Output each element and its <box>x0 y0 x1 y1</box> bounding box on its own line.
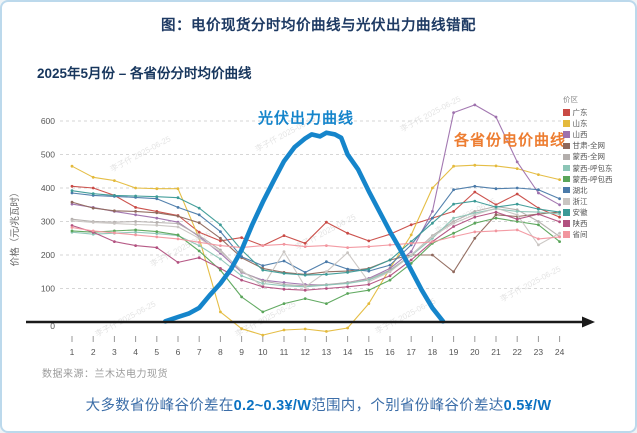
conclusion-max-value: 0.5¥/W <box>503 398 552 414</box>
legend-label: 蒙西-呼包东 <box>572 163 613 173</box>
svg-text:24: 24 <box>555 347 565 357</box>
svg-text:5: 5 <box>154 347 159 357</box>
legend-swatch <box>563 142 570 150</box>
svg-text:9: 9 <box>239 347 244 357</box>
province-price-annotation: 各省份电价曲线 <box>454 132 567 149</box>
svg-text:14: 14 <box>343 347 353 357</box>
figure-title: 图：电价现货分时均价曲线与光伏出力曲线错配 <box>2 14 635 35</box>
legend-label: 广东 <box>572 108 588 118</box>
svg-text:3: 3 <box>112 347 117 357</box>
legend-swatch <box>563 153 570 161</box>
legend-label: 山东 <box>572 119 588 129</box>
legend-swatch <box>563 198 570 205</box>
svg-text:0: 0 <box>50 321 55 331</box>
svg-text:李子仟 2025-06-25: 李子仟 2025-06-25 <box>498 263 562 304</box>
chart-legend: 价区 广东 山东 山西 甘肃-全网 蒙西-全网 蒙西-呼包东 蒙西-呼包西 湖北 浙江 安徽 陕西省… <box>563 94 613 240</box>
legend-swatch <box>563 220 570 227</box>
legend-swatch <box>563 131 570 138</box>
svg-text:300: 300 <box>41 217 55 227</box>
svg-text:2: 2 <box>91 347 96 357</box>
legend-title: 价区 <box>563 95 578 104</box>
legend-item: 山东 <box>563 118 613 129</box>
legend-item: 蒙西-全网 <box>563 151 613 162</box>
svg-text:20: 20 <box>470 347 480 357</box>
svg-text:8: 8 <box>218 347 223 357</box>
legend-swatch <box>563 186 570 194</box>
conclusion-text: 范围内，个别省份峰谷价差达 <box>311 398 504 414</box>
svg-text:4: 4 <box>133 347 138 357</box>
legend-item: 湖北 <box>563 185 613 196</box>
svg-text:10: 10 <box>258 347 268 357</box>
data-source-note: 数据来源：兰木达电力现货 <box>42 369 168 380</box>
conclusion-text: 大多数省份峰谷价差在 <box>85 398 234 414</box>
legend-swatch <box>563 120 570 127</box>
chart-subtitle: 2025年5月份 – 各省份分时均价曲线 <box>37 66 252 81</box>
svg-text:600: 600 <box>41 116 55 126</box>
legend-item: 省间 <box>563 229 613 240</box>
svg-text:价格（元/兆瓦时）: 价格（元/兆瓦时） <box>9 188 21 267</box>
svg-text:李子仟 2025-06-25: 李子仟 2025-06-25 <box>233 298 297 339</box>
legend-label: 甘肃-全网 <box>572 141 606 151</box>
legend-items: 广东 山东 山西 甘肃-全网 蒙西-全网 蒙西-呼包东 蒙西-呼包西 湖北 浙江 安徽 陕西省间 <box>563 107 613 240</box>
legend-label: 蒙西-呼包西 <box>572 174 613 184</box>
legend-item: 陕西 <box>563 218 613 229</box>
svg-text:22: 22 <box>512 347 522 357</box>
svg-text:11: 11 <box>280 347 289 357</box>
legend-swatch <box>563 231 570 238</box>
pv-curve-annotation: 光伏出力曲线 <box>258 110 355 127</box>
legend-label: 省间 <box>572 230 588 240</box>
svg-text:400: 400 <box>41 183 55 193</box>
legend-label: 蒙西-全网 <box>572 152 606 162</box>
conclusion-range-value: 0.2~0.3¥/W <box>233 398 312 414</box>
legend-item: 蒙西-呼包东 <box>563 162 613 173</box>
svg-text:18: 18 <box>428 347 438 357</box>
legend-swatch <box>563 175 570 183</box>
legend-item: 蒙西-呼包西 <box>563 174 613 185</box>
legend-label: 浙江 <box>572 196 588 206</box>
svg-text:21: 21 <box>491 347 501 357</box>
svg-text:17: 17 <box>406 347 416 357</box>
legend-item: 山西 <box>563 129 613 140</box>
legend-item: 安徽 <box>563 207 613 218</box>
legend-swatch <box>563 164 570 172</box>
svg-text:6: 6 <box>176 347 181 357</box>
svg-text:23: 23 <box>534 347 544 357</box>
svg-text:12: 12 <box>300 347 310 357</box>
figure-title-text: 图：电价现货分时均价曲线与光伏出力曲线 <box>161 18 446 34</box>
legend-item: 甘肃-全网 <box>563 140 613 151</box>
legend-label: 湖北 <box>572 185 588 195</box>
svg-text:500: 500 <box>41 150 55 160</box>
conclusion-note: 大多数省份峰谷价差在0.2~0.3¥/W范围内，个别省份峰谷价差达0.5¥/W <box>2 394 635 415</box>
figure-title-emphasis: 错配 <box>446 18 476 34</box>
svg-text:1: 1 <box>70 347 75 357</box>
svg-text:100: 100 <box>41 284 55 294</box>
legend-swatch <box>563 109 570 116</box>
svg-text:李子仟 2025-06-25: 李子仟 2025-06-25 <box>93 298 157 339</box>
svg-text:15: 15 <box>364 347 374 357</box>
legend-item: 浙江 <box>563 196 613 207</box>
svg-text:7: 7 <box>197 347 202 357</box>
svg-text:200: 200 <box>41 250 55 260</box>
legend-label: 安徽 <box>572 207 588 217</box>
legend-swatch <box>563 209 570 216</box>
svg-text:李子仟 2025-06-25: 李子仟 2025-06-25 <box>108 133 172 174</box>
svg-text:16: 16 <box>385 347 395 357</box>
svg-text:13: 13 <box>322 347 332 357</box>
legend-label: 山西 <box>572 130 588 140</box>
legend-item: 广东 <box>563 107 613 118</box>
legend-label: 陕西 <box>572 218 588 228</box>
svg-text:19: 19 <box>449 347 459 357</box>
